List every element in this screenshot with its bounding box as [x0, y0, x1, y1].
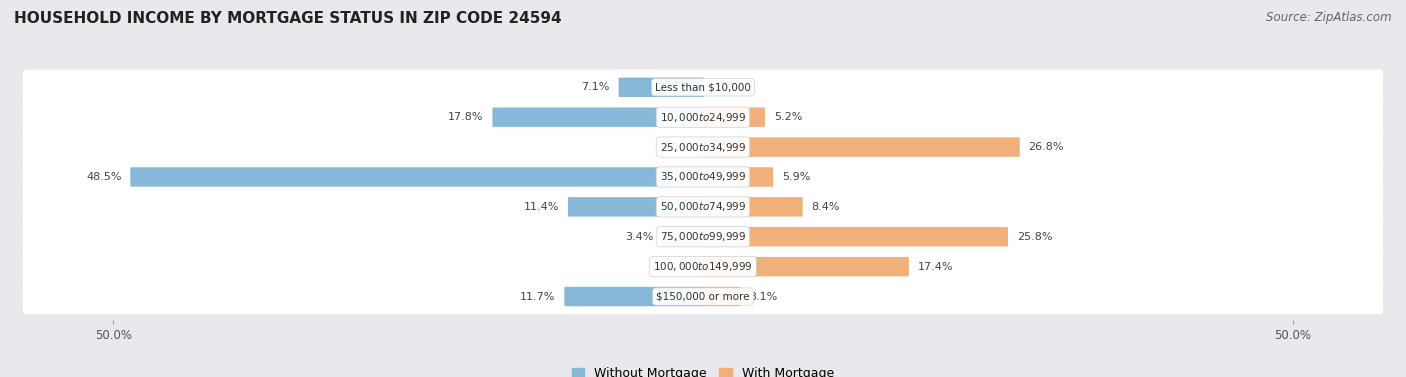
FancyBboxPatch shape — [22, 279, 1384, 314]
FancyBboxPatch shape — [703, 287, 740, 306]
Text: 5.2%: 5.2% — [773, 112, 803, 122]
FancyBboxPatch shape — [564, 287, 703, 306]
Text: 5.9%: 5.9% — [782, 172, 810, 182]
Text: 48.5%: 48.5% — [86, 172, 121, 182]
Text: 0.31%: 0.31% — [655, 262, 690, 272]
Text: 25.8%: 25.8% — [1017, 232, 1052, 242]
Text: 11.4%: 11.4% — [523, 202, 560, 212]
FancyBboxPatch shape — [492, 107, 703, 127]
FancyBboxPatch shape — [703, 227, 1008, 247]
Text: $100,000 to $149,999: $100,000 to $149,999 — [654, 260, 752, 273]
FancyBboxPatch shape — [22, 100, 1384, 135]
Text: $35,000 to $49,999: $35,000 to $49,999 — [659, 170, 747, 184]
FancyBboxPatch shape — [619, 78, 703, 97]
FancyBboxPatch shape — [703, 167, 773, 187]
Text: HOUSEHOLD INCOME BY MORTGAGE STATUS IN ZIP CODE 24594: HOUSEHOLD INCOME BY MORTGAGE STATUS IN Z… — [14, 11, 561, 26]
FancyBboxPatch shape — [22, 219, 1384, 254]
Text: 11.7%: 11.7% — [520, 291, 555, 302]
Text: $50,000 to $74,999: $50,000 to $74,999 — [659, 200, 747, 213]
Text: 0.0%: 0.0% — [717, 82, 745, 92]
Text: 3.4%: 3.4% — [626, 232, 654, 242]
Text: Less than $10,000: Less than $10,000 — [655, 82, 751, 92]
Text: $75,000 to $99,999: $75,000 to $99,999 — [659, 230, 747, 243]
FancyBboxPatch shape — [703, 107, 765, 127]
Legend: Without Mortgage, With Mortgage: Without Mortgage, With Mortgage — [567, 362, 839, 377]
FancyBboxPatch shape — [22, 159, 1384, 195]
FancyBboxPatch shape — [131, 167, 703, 187]
Text: 17.8%: 17.8% — [449, 112, 484, 122]
FancyBboxPatch shape — [662, 227, 703, 247]
Text: $25,000 to $34,999: $25,000 to $34,999 — [659, 141, 747, 153]
FancyBboxPatch shape — [22, 129, 1384, 165]
Text: 0.0%: 0.0% — [661, 142, 689, 152]
Text: 7.1%: 7.1% — [582, 82, 610, 92]
Text: Source: ZipAtlas.com: Source: ZipAtlas.com — [1267, 11, 1392, 24]
Text: $10,000 to $24,999: $10,000 to $24,999 — [659, 111, 747, 124]
FancyBboxPatch shape — [22, 189, 1384, 224]
FancyBboxPatch shape — [703, 197, 803, 216]
Text: 8.4%: 8.4% — [811, 202, 839, 212]
FancyBboxPatch shape — [699, 257, 703, 276]
Text: 3.1%: 3.1% — [749, 291, 778, 302]
FancyBboxPatch shape — [703, 257, 908, 276]
FancyBboxPatch shape — [22, 70, 1384, 105]
Text: $150,000 or more: $150,000 or more — [657, 291, 749, 302]
Text: 17.4%: 17.4% — [918, 262, 953, 272]
Text: 26.8%: 26.8% — [1029, 142, 1064, 152]
FancyBboxPatch shape — [703, 137, 1019, 157]
FancyBboxPatch shape — [22, 249, 1384, 284]
FancyBboxPatch shape — [568, 197, 703, 216]
